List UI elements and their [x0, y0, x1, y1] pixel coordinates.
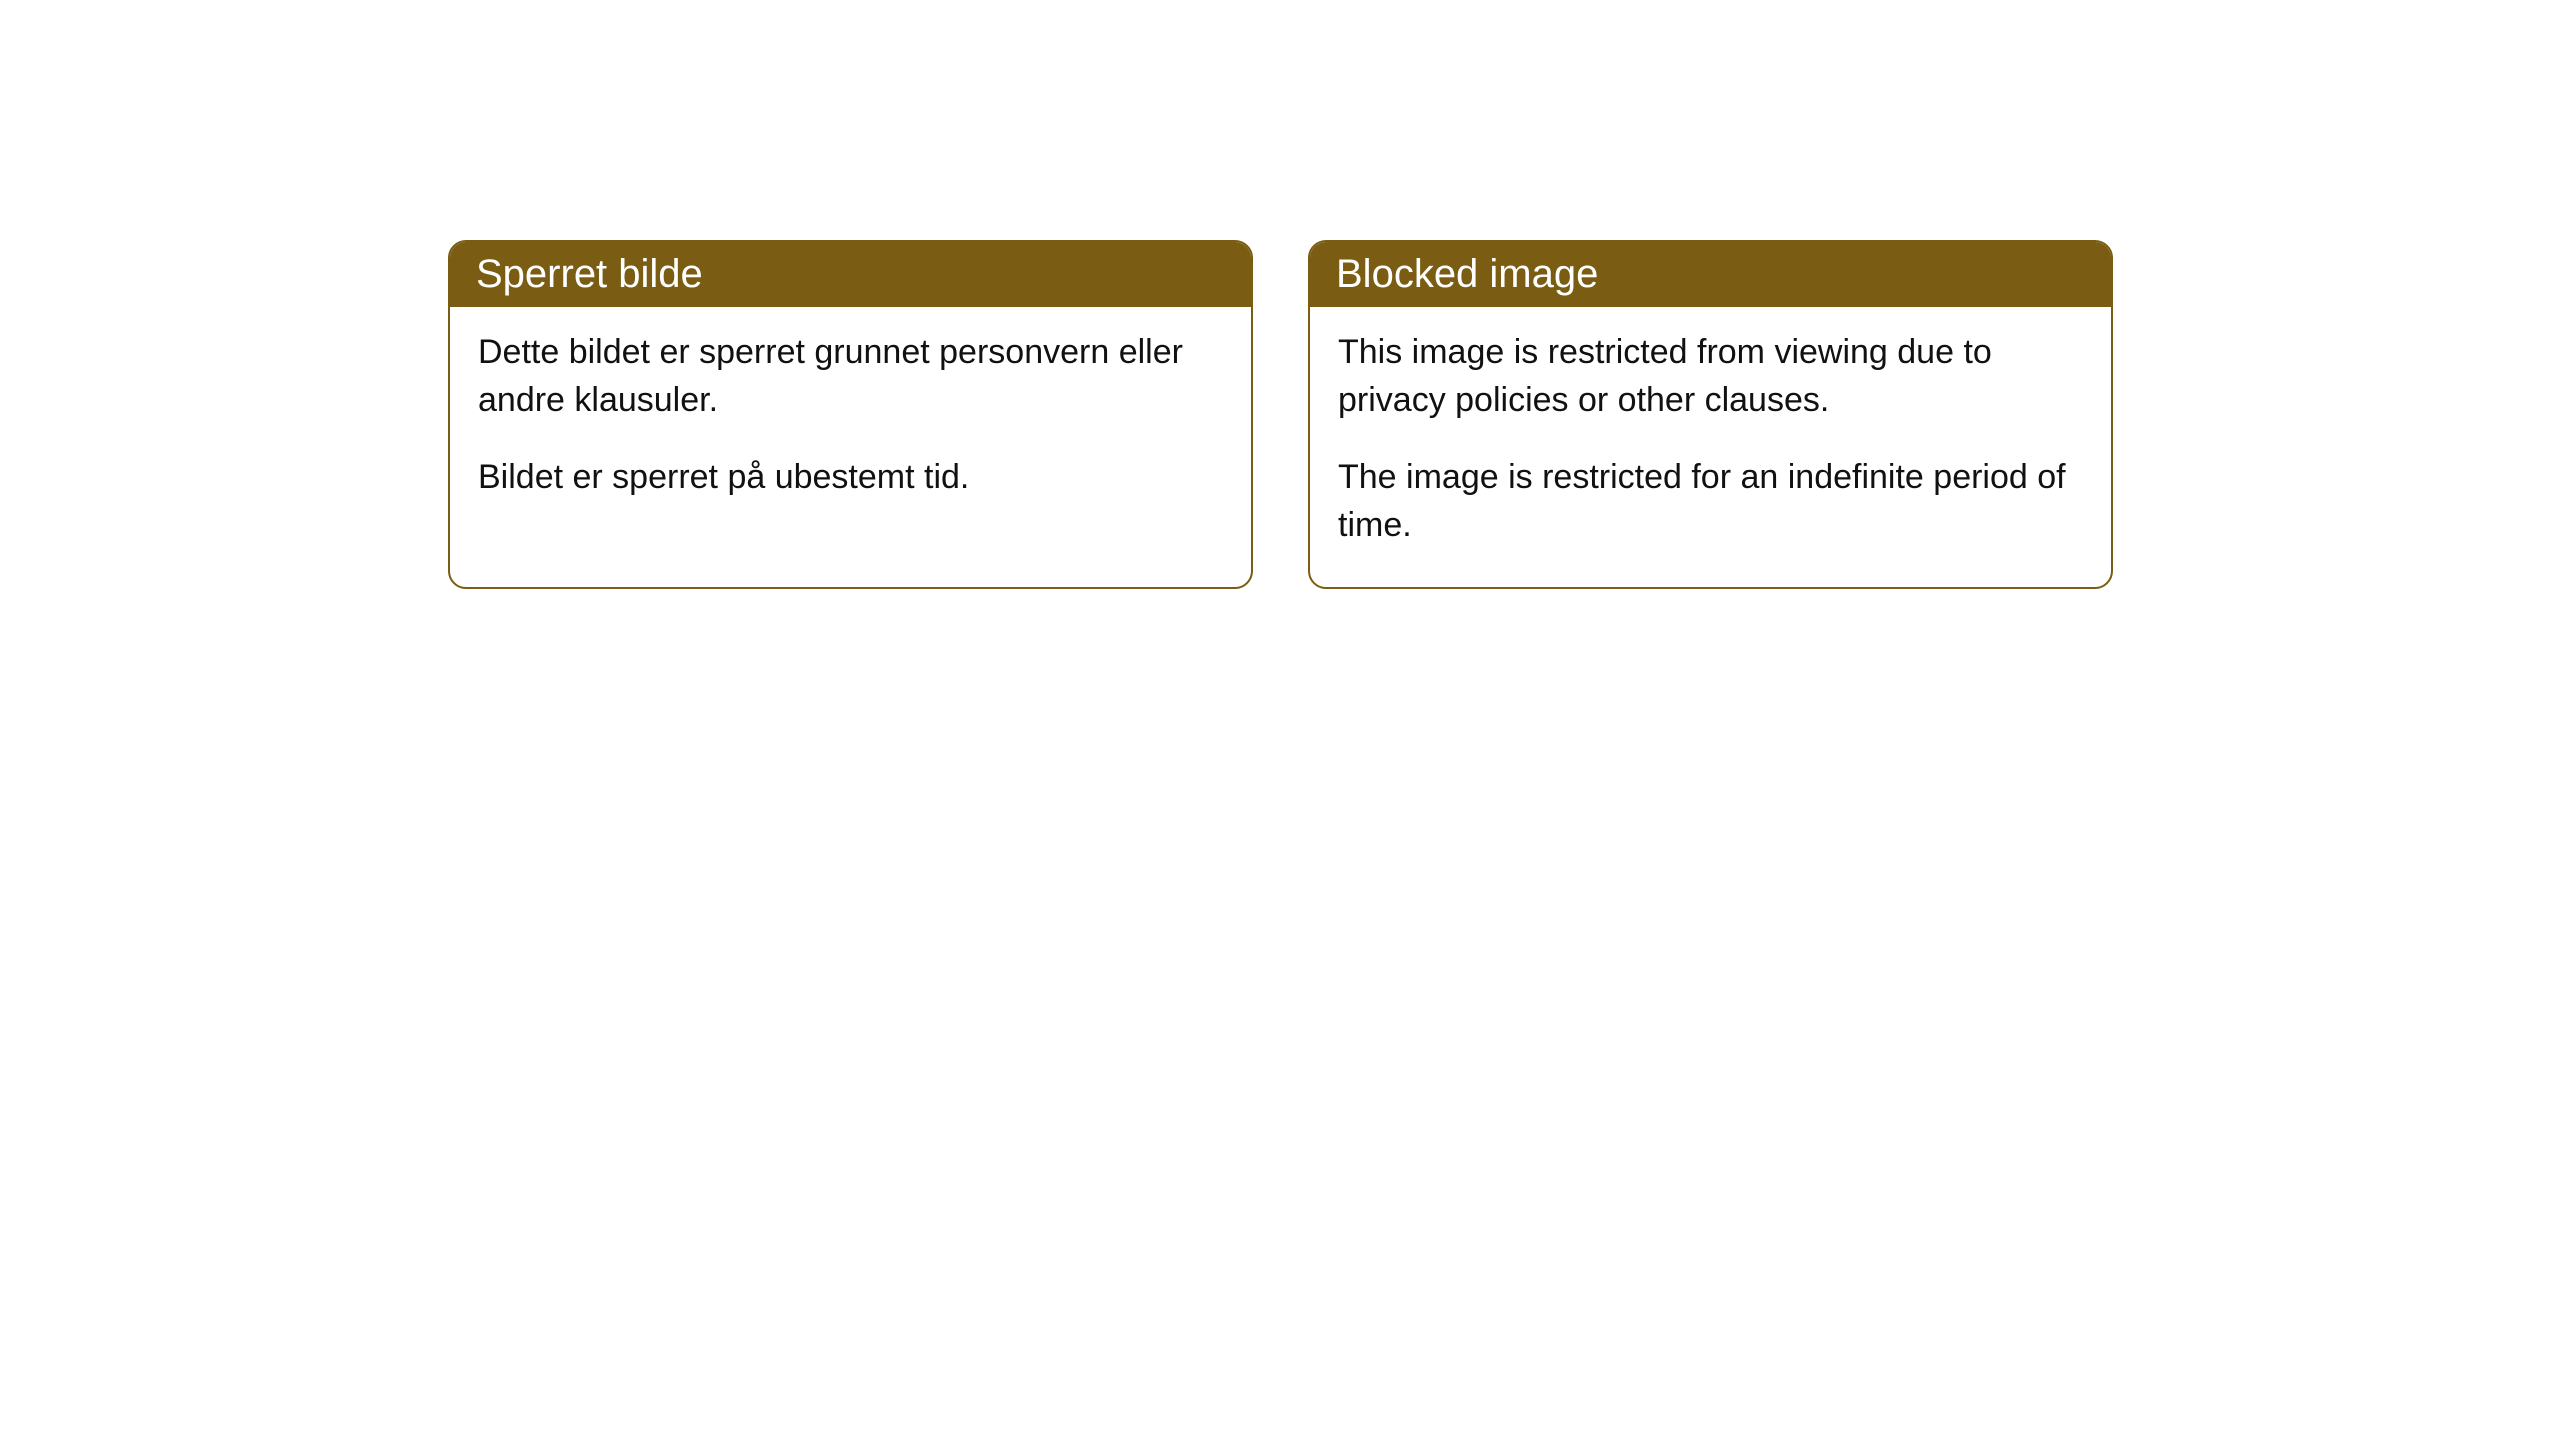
- card-title-norwegian: Sperret bilde: [476, 252, 703, 296]
- card-paragraph-1-english: This image is restricted from viewing du…: [1338, 329, 2083, 424]
- card-paragraph-2-english: The image is restricted for an indefinit…: [1338, 454, 2083, 549]
- card-body-norwegian: Dette bildet er sperret grunnet personve…: [450, 307, 1251, 540]
- card-paragraph-1-norwegian: Dette bildet er sperret grunnet personve…: [478, 329, 1223, 424]
- card-title-english: Blocked image: [1336, 252, 1598, 296]
- card-header-norwegian: Sperret bilde: [450, 242, 1251, 307]
- card-header-english: Blocked image: [1310, 242, 2111, 307]
- card-paragraph-2-norwegian: Bildet er sperret på ubestemt tid.: [478, 454, 1223, 502]
- blocked-image-card-norwegian: Sperret bilde Dette bildet er sperret gr…: [448, 240, 1253, 589]
- notice-cards-container: Sperret bilde Dette bildet er sperret gr…: [0, 0, 2560, 589]
- blocked-image-card-english: Blocked image This image is restricted f…: [1308, 240, 2113, 589]
- card-body-english: This image is restricted from viewing du…: [1310, 307, 2111, 587]
